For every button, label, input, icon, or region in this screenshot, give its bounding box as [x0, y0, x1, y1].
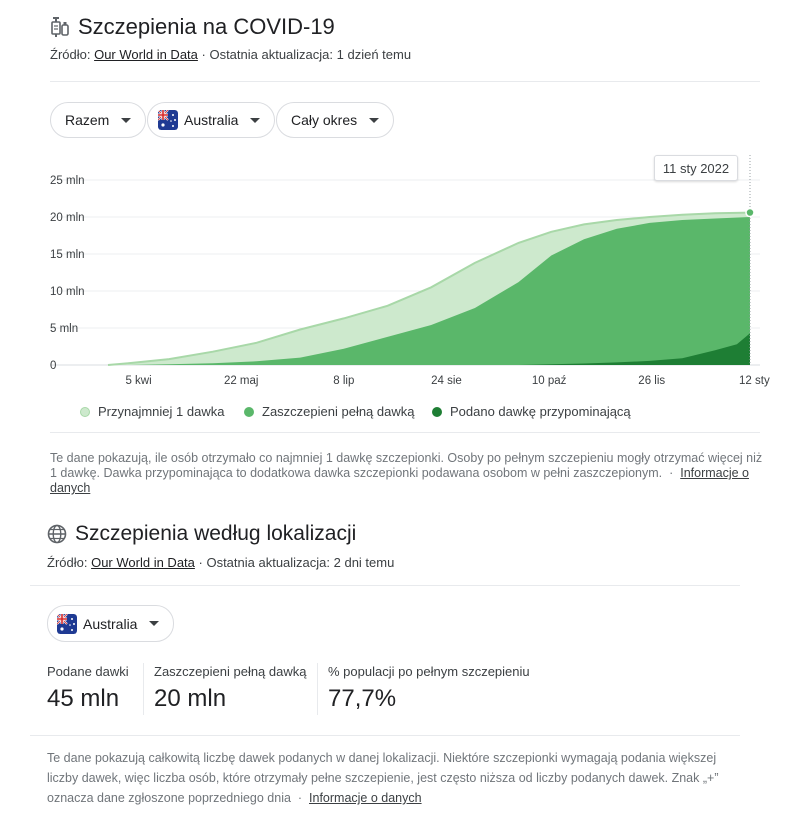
hover-marker: [745, 207, 755, 218]
x-tick-label: 10 paź: [532, 375, 567, 387]
syringe-icon: [50, 16, 70, 38]
chart-tooltip: 11 sty 2022: [654, 155, 738, 181]
source-suffix: · Ostatnia aktualizacja: 2 dni temu: [198, 555, 395, 570]
australia-flag-icon: [158, 110, 178, 130]
x-tick-label: 22 maj: [224, 375, 259, 387]
filter-dose-type[interactable]: Razem: [50, 102, 147, 138]
page-title: Szczepienia na COVID-19: [78, 14, 335, 39]
legend-item-booster[interactable]: Podano dawkę przypominającą: [432, 404, 631, 419]
section-title: Szczepienia według lokalizacji: [75, 522, 357, 545]
legend-label: Zaszczepieni pełną dawką: [262, 404, 415, 419]
divider: [30, 585, 740, 586]
data-info-link[interactable]: Informacje o danych: [309, 791, 422, 805]
y-tick-label: 0: [50, 360, 56, 372]
vaccination-chart[interactable]: 0 5 mln 10 mln 15 mln 20 mln 25 mln 5 kwi 22 ma…: [0, 150, 800, 395]
stat-value: 20 mln: [154, 685, 227, 712]
y-tick-label: 15 mln: [50, 249, 85, 261]
location-select[interactable]: Australia: [47, 605, 175, 642]
legend-dot: [80, 406, 90, 417]
x-tick-label: 24 sie: [431, 375, 462, 387]
filter-dose-label: Razem: [65, 112, 110, 128]
filter-period[interactable]: Cały okres: [276, 102, 395, 138]
legend-item-at-least-one[interactable]: Przynajmniej 1 dawka: [80, 404, 224, 419]
series-line-at-least-one: [107, 211, 751, 366]
divider: [317, 663, 318, 715]
stat-value: 45 mln: [47, 685, 120, 712]
series-area-booster: [108, 333, 750, 365]
source-line: Źródło: Our World in Data · Ostatnia akt…: [47, 555, 394, 570]
y-tick-label: 25 mln: [50, 175, 85, 187]
y-tick-label: 20 mln: [50, 212, 85, 224]
data-note: Te dane pokazują całkowitą liczbę dawek …: [47, 748, 727, 808]
tooltip-date: 11 sty 2022: [662, 160, 730, 176]
stat-value: 77,7%: [328, 685, 397, 712]
series-area-fully-vaccinated: [108, 217, 750, 365]
location-select-label: Australia: [83, 615, 138, 632]
x-tick-label: 12 sty: [739, 375, 770, 387]
x-tick-label: 26 lis: [638, 375, 665, 387]
source-link[interactable]: Our World in Data: [91, 555, 195, 570]
stat-label: % populacji po pełnym szczepieniu: [328, 664, 530, 679]
legend-item-fully[interactable]: Zaszczepieni pełną dawką: [244, 404, 414, 419]
note-separator: ·: [297, 791, 303, 805]
caret-down-icon: [369, 117, 380, 123]
legend-dot: [432, 406, 442, 417]
legend-dot: [244, 406, 254, 417]
legend-label: Przynajmniej 1 dawka: [98, 404, 225, 419]
y-tick-label: 5 mln: [50, 323, 78, 335]
source-prefix: Źródło:: [50, 47, 91, 62]
note-separator: ·: [669, 466, 674, 480]
source-suffix: · Ostatnia aktualizacja: 1 dzień temu: [201, 47, 412, 62]
divider: [50, 81, 760, 82]
divider: [30, 735, 740, 736]
divider: [50, 432, 760, 433]
australia-flag-icon: [57, 613, 77, 634]
legend-label: Podano dawkę przypominającą: [450, 404, 631, 419]
data-note-text: Te dane pokazują całkowitą liczbę dawek …: [47, 751, 719, 805]
filter-location[interactable]: Australia: [147, 102, 276, 138]
caret-down-icon: [121, 117, 132, 123]
x-tick-label: 5 kwi: [125, 375, 151, 387]
source-line: Źródło: Our World in Data · Ostatnia akt…: [50, 47, 411, 62]
divider: [143, 663, 144, 715]
stat-doses: Podane dawki 45 mln: [47, 664, 129, 713]
source-link[interactable]: Our World in Data: [94, 47, 198, 62]
caret-down-icon: [250, 117, 261, 123]
source-prefix: Źródło:: [47, 555, 88, 570]
data-info-link[interactable]: Informacje o danych: [50, 466, 749, 495]
x-tick-label: 8 lip: [333, 375, 354, 387]
stat-population-percent: % populacji po pełnym szczepieniu 77,7%: [328, 664, 530, 713]
data-note-text: Te dane pokazują, ile osób otrzymało co …: [50, 451, 763, 480]
stat-label: Podane dawki: [47, 664, 129, 679]
stat-fully-vaccinated: Zaszczepieni pełną dawką 20 mln: [154, 664, 306, 713]
caret-down-icon: [149, 621, 160, 626]
filter-period-label: Cały okres: [291, 112, 358, 128]
y-tick-label: 10 mln: [50, 286, 85, 298]
data-note: Te dane pokazują, ile osób otrzymało co …: [50, 451, 770, 496]
filter-location-label: Australia: [184, 112, 239, 128]
stat-label: Zaszczepieni pełną dawką: [154, 664, 307, 679]
globe-icon: [47, 524, 67, 544]
